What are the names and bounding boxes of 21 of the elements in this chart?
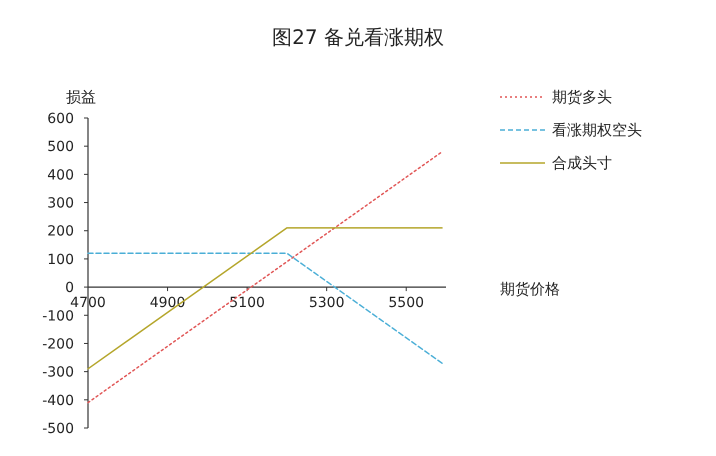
y-tick-label: -100 xyxy=(42,308,74,324)
legend-label: 期货多头 xyxy=(552,88,612,106)
x-tick-label: 5100 xyxy=(229,295,265,312)
x-axis-title: 期货价格 xyxy=(500,280,560,298)
y-tick-label: 400 xyxy=(47,167,74,184)
y-axis-title: 损益 xyxy=(66,88,96,106)
y-tick-label: -300 xyxy=(42,364,74,381)
x-tick-label: 5500 xyxy=(388,295,424,312)
y-tick-label: 500 xyxy=(47,139,74,156)
y-tick-label: -400 xyxy=(42,392,74,409)
y-tick-label: 100 xyxy=(47,252,74,268)
y-tick-label: 200 xyxy=(47,224,74,240)
y-tick-label: 0 xyxy=(65,280,74,296)
chart-title: 图27 备兑看涨期权 xyxy=(272,25,444,49)
legend-label: 看涨期权空头 xyxy=(552,121,642,139)
x-tick-label: 5300 xyxy=(308,295,344,312)
y-tick-label: 300 xyxy=(47,196,74,212)
legend-label: 合成头寸 xyxy=(552,154,612,172)
y-tick-label: -200 xyxy=(42,336,74,352)
y-tick-label: 600 xyxy=(47,111,74,127)
y-tick-label: -500 xyxy=(42,421,74,437)
